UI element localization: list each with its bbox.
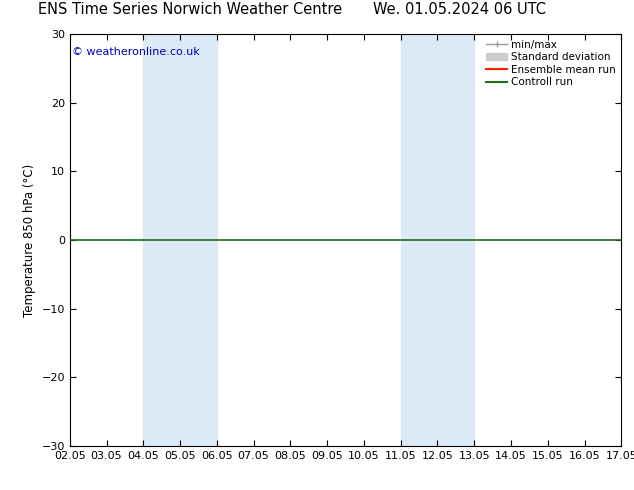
Text: We. 01.05.2024 06 UTC: We. 01.05.2024 06 UTC [373, 2, 546, 17]
Text: ENS Time Series Norwich Weather Centre: ENS Time Series Norwich Weather Centre [38, 2, 342, 17]
Bar [401, 34, 474, 446]
Legend: min/max, Standard deviation, Ensemble mean run, Controll run: min/max, Standard deviation, Ensemble me… [484, 37, 618, 89]
Y-axis label: Temperature 850 hPa (°C): Temperature 850 hPa (°C) [23, 164, 36, 317]
Text: © weatheronline.co.uk: © weatheronline.co.uk [72, 47, 200, 57]
Bar [143, 34, 217, 446]
